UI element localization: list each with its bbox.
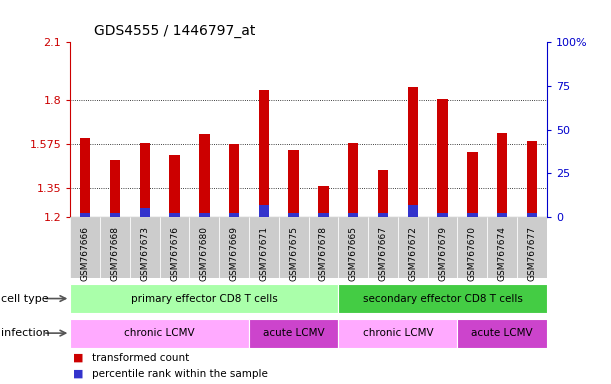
Bar: [199, 214, 210, 217]
Bar: [279, 217, 309, 278]
Text: acute LCMV: acute LCMV: [263, 328, 324, 338]
Bar: [398, 217, 428, 278]
Text: GSM767668: GSM767668: [111, 226, 119, 281]
Bar: [199, 134, 210, 217]
Text: infection: infection: [1, 328, 50, 338]
Bar: [348, 143, 359, 217]
Bar: [497, 214, 507, 217]
Bar: [70, 284, 338, 313]
Text: chronic LCMV: chronic LCMV: [362, 328, 433, 338]
Text: GSM767677: GSM767677: [527, 226, 536, 281]
Bar: [467, 214, 478, 217]
Text: GSM767680: GSM767680: [200, 226, 209, 281]
Bar: [467, 152, 478, 217]
Text: primary effector CD8 T cells: primary effector CD8 T cells: [131, 293, 277, 304]
Text: GSM767676: GSM767676: [170, 226, 179, 281]
Bar: [458, 217, 488, 278]
Text: GSM767672: GSM767672: [408, 226, 417, 281]
Bar: [378, 170, 388, 217]
Text: GSM767666: GSM767666: [81, 226, 90, 281]
Bar: [408, 205, 418, 217]
Text: acute LCMV: acute LCMV: [471, 328, 533, 338]
Bar: [169, 214, 180, 217]
Bar: [159, 217, 189, 278]
Bar: [428, 217, 458, 278]
Bar: [110, 160, 120, 217]
Bar: [139, 143, 150, 217]
Bar: [318, 214, 329, 217]
Bar: [309, 217, 338, 278]
Bar: [70, 319, 249, 348]
Text: ■: ■: [73, 353, 84, 363]
Bar: [348, 214, 359, 217]
Bar: [229, 144, 240, 217]
Bar: [437, 99, 448, 217]
Bar: [378, 214, 388, 217]
Bar: [437, 214, 448, 217]
Text: GSM767674: GSM767674: [498, 226, 507, 281]
Bar: [458, 319, 547, 348]
Bar: [169, 155, 180, 217]
Bar: [189, 217, 219, 278]
Bar: [80, 138, 90, 217]
Bar: [488, 217, 517, 278]
Bar: [288, 150, 299, 217]
Text: GSM767665: GSM767665: [349, 226, 357, 281]
Text: GSM767671: GSM767671: [260, 226, 268, 281]
Text: transformed count: transformed count: [92, 353, 189, 363]
Text: GSM767673: GSM767673: [141, 226, 149, 281]
Bar: [338, 319, 458, 348]
Text: secondary effector CD8 T cells: secondary effector CD8 T cells: [363, 293, 522, 304]
Bar: [139, 208, 150, 217]
Bar: [100, 217, 130, 278]
Bar: [80, 214, 90, 217]
Bar: [258, 205, 269, 217]
Bar: [70, 217, 100, 278]
Bar: [219, 217, 249, 278]
Bar: [408, 87, 418, 217]
Bar: [368, 217, 398, 278]
Bar: [249, 217, 279, 278]
Bar: [249, 319, 338, 348]
Bar: [288, 214, 299, 217]
Bar: [517, 217, 547, 278]
Bar: [527, 141, 537, 217]
Text: GSM767679: GSM767679: [438, 226, 447, 281]
Bar: [497, 134, 507, 217]
Bar: [527, 214, 537, 217]
Bar: [318, 186, 329, 217]
Text: GSM767675: GSM767675: [289, 226, 298, 281]
Text: cell type: cell type: [1, 293, 49, 304]
Text: GDS4555 / 1446797_at: GDS4555 / 1446797_at: [94, 25, 255, 38]
Text: GSM767669: GSM767669: [230, 226, 238, 281]
Bar: [258, 90, 269, 217]
Text: percentile rank within the sample: percentile rank within the sample: [92, 369, 268, 379]
Bar: [229, 214, 240, 217]
Bar: [338, 284, 547, 313]
Bar: [338, 217, 368, 278]
Text: GSM767667: GSM767667: [379, 226, 387, 281]
Text: ■: ■: [73, 369, 84, 379]
Text: chronic LCMV: chronic LCMV: [124, 328, 195, 338]
Text: GSM767670: GSM767670: [468, 226, 477, 281]
Text: GSM767678: GSM767678: [319, 226, 328, 281]
Bar: [130, 217, 159, 278]
Bar: [110, 214, 120, 217]
